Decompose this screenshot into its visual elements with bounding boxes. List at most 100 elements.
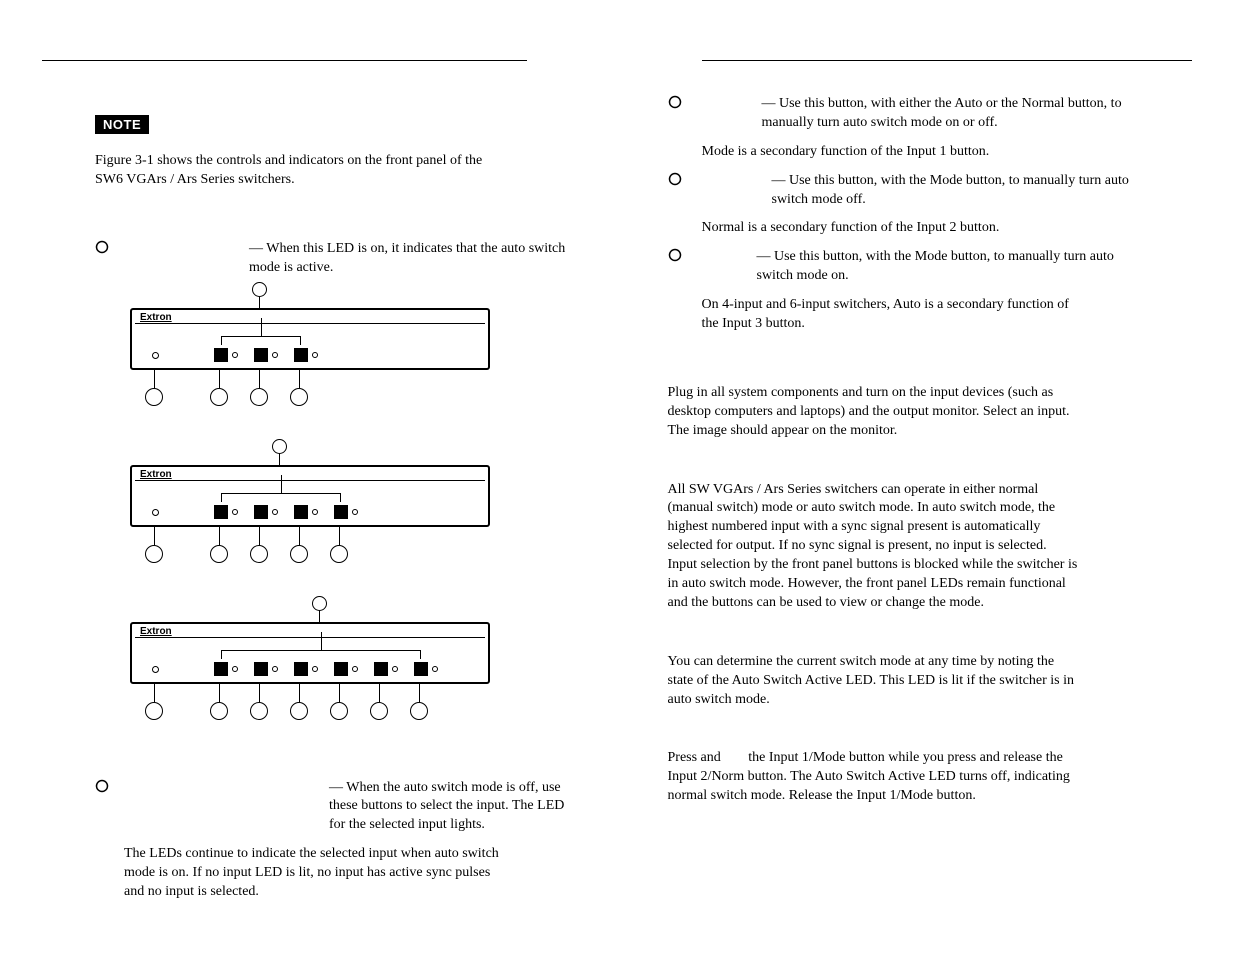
callout-circle-icon <box>312 596 327 611</box>
input-button-icon <box>294 505 308 519</box>
callout-circle-icon <box>290 545 308 563</box>
input-led-icon <box>232 509 238 515</box>
lead-line <box>339 527 340 545</box>
panel-box: Extron <box>130 308 490 370</box>
input-button-icon <box>294 662 308 676</box>
para-press-b: the Input 1/Mode button while you press … <box>668 750 1070 803</box>
input-led-icon <box>312 666 318 672</box>
bullet-normal: — Use this button, with the Mode button,… <box>772 172 1146 210</box>
bracket-icon <box>221 493 341 501</box>
input-button-icon <box>214 348 228 362</box>
callout-circle-icon <box>330 545 348 563</box>
callout-circle-icon <box>290 388 308 406</box>
input-led-icon <box>272 666 278 672</box>
input-led-icon <box>432 666 438 672</box>
input-button-icon <box>254 662 268 676</box>
callout-circle-icon <box>250 545 268 563</box>
input-button-icon <box>334 505 348 519</box>
lead-line <box>219 684 220 702</box>
bullet-auto-p2: On 4-input and 6-input switchers, Auto i… <box>702 296 1082 334</box>
lead-line <box>321 632 322 650</box>
lead-line <box>259 297 260 308</box>
lead-line <box>259 527 260 545</box>
input-led-icon <box>352 666 358 672</box>
input-led-icon <box>312 509 318 515</box>
input-led-icon <box>272 352 278 358</box>
input-button-icon <box>294 348 308 362</box>
lead-line <box>259 370 260 388</box>
callout-circle-icon <box>290 702 308 720</box>
callout-circle-icon <box>145 702 163 720</box>
callout-circle-icon <box>210 388 228 406</box>
panel-box: Extron <box>130 622 490 684</box>
bullet-mode: — Use this button, with either the Auto … <box>762 95 1142 133</box>
lead-line <box>299 370 300 388</box>
input-button-icon <box>254 505 268 519</box>
para-press: Press and the Input 1/Mode button while … <box>668 749 1078 806</box>
para-plug: Plug in all system components and turn o… <box>668 384 1078 441</box>
lead-line <box>319 611 320 622</box>
input-button-icon <box>374 662 388 676</box>
page: NOTE Figure 3-1 shows the controls and i… <box>0 0 1235 954</box>
input-button-icon <box>414 662 428 676</box>
input-button-icon <box>214 505 228 519</box>
input-led-icon <box>312 352 318 358</box>
panel-divider <box>135 323 485 324</box>
marker-circle-icon <box>668 248 682 262</box>
marker-circle-icon <box>668 172 682 186</box>
callout-circle-icon <box>330 702 348 720</box>
marker-circle-icon <box>668 95 682 109</box>
auto-switch-led-icon <box>152 509 159 516</box>
callout-circle-icon <box>410 702 428 720</box>
brand-label: Extron <box>140 312 172 323</box>
lead-line <box>279 454 280 465</box>
bullet-auto: — Use this button, with the Mode button,… <box>757 248 1137 286</box>
brand-label: Extron <box>140 469 172 480</box>
input-led-icon <box>232 352 238 358</box>
lead-line <box>261 318 262 336</box>
input-led-icon <box>232 666 238 672</box>
callout-circle-icon <box>272 439 287 454</box>
bullet-auto-led: — When this LED is on, it indicates that… <box>249 240 568 278</box>
input-led-icon <box>272 509 278 515</box>
bracket-icon <box>221 336 301 344</box>
input-led-icon <box>352 509 358 515</box>
bullet-normal-p2: Normal is a secondary function of the In… <box>702 219 1082 238</box>
callout-circle-icon <box>250 702 268 720</box>
auto-switch-led-icon <box>152 666 159 673</box>
lead-line <box>299 527 300 545</box>
lead-line <box>299 684 300 702</box>
marker-circle-icon <box>95 240 109 254</box>
callout-circle-icon <box>210 545 228 563</box>
lead-line <box>219 527 220 545</box>
para-determine: You can determine the current switch mod… <box>668 653 1078 710</box>
panel-divider <box>135 637 485 638</box>
note-badge: NOTE <box>95 115 149 134</box>
input-button-icon <box>334 662 348 676</box>
lead-line <box>259 684 260 702</box>
lead-line <box>219 370 220 388</box>
callout-circle-icon <box>145 388 163 406</box>
lead-line <box>281 475 282 493</box>
marker-circle-icon <box>95 779 109 793</box>
callout-circle-icon <box>252 282 267 297</box>
panel-box: Extron <box>130 465 490 527</box>
bullet-input-leds: — When the auto switch mode is off, use … <box>329 779 568 836</box>
panel-diagram: Extron <box>130 308 568 415</box>
callout-circle-icon <box>145 545 163 563</box>
brand-label: Extron <box>140 626 172 637</box>
lead-line <box>154 684 155 702</box>
callout-circle-icon <box>250 388 268 406</box>
input-led-icon <box>392 666 398 672</box>
lead-line <box>154 370 155 388</box>
lead-line <box>339 684 340 702</box>
bracket-icon <box>221 650 421 658</box>
input-button-icon <box>214 662 228 676</box>
callout-circle-icon <box>370 702 388 720</box>
callout-circle-icon <box>210 702 228 720</box>
lead-line <box>154 527 155 545</box>
panel-divider <box>135 480 485 481</box>
panel-diagram: Extron <box>130 622 568 729</box>
intro-text: Figure 3-1 shows the controls and indica… <box>95 152 495 190</box>
left-column: NOTE Figure 3-1 shows the controls and i… <box>40 60 618 894</box>
